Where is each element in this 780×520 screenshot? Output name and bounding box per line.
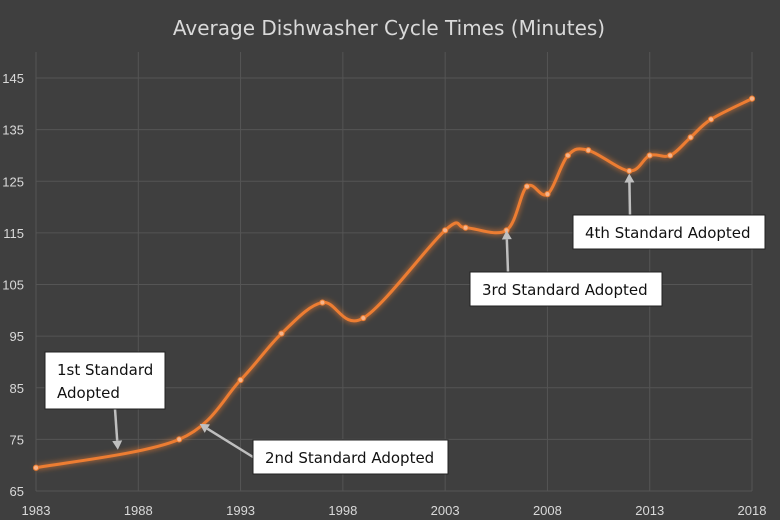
y-tick-label: 65: [10, 484, 24, 499]
annotation-box: [469, 271, 663, 307]
y-tick-label: 145: [2, 71, 24, 86]
annotation-3: 3rd Standard Adopted: [469, 230, 663, 307]
y-tick-label: 105: [2, 278, 24, 293]
series-layer: [32, 95, 756, 471]
annotations: 1st Standard Adopted 2nd Standard Adopted 3…: [44, 173, 766, 475]
data-point: [585, 147, 592, 154]
annotation-arrowhead: [624, 173, 635, 183]
data-point: [748, 95, 756, 102]
annotation-text: Adopted: [57, 384, 120, 402]
data-point: [278, 330, 285, 337]
x-axis-ticks: 1983 1988 1993 1998 2003 2008 2013 2018: [22, 503, 767, 518]
y-tick-label: 135: [2, 123, 24, 138]
annotation-text: 1st Standard: [57, 361, 153, 379]
annotation-text: 4th Standard Adopted: [585, 224, 751, 242]
x-tick-label: 2018: [738, 503, 767, 518]
annotation-2: 2nd Standard Adopted: [199, 423, 449, 475]
annotation-arrow: [628, 182, 632, 216]
data-point: [32, 464, 40, 471]
y-axis-ticks: 65 75 85 95 105 115 125 135 145: [2, 71, 24, 499]
annotation-box: [44, 351, 166, 410]
x-tick-label: 2003: [431, 503, 460, 518]
y-tick-label: 125: [2, 174, 24, 189]
annotation-text: 2nd Standard Adopted: [265, 449, 434, 467]
data-point: [564, 152, 571, 159]
annotation-box: [252, 439, 449, 475]
y-tick-label: 85: [10, 381, 24, 396]
x-tick-label: 1998: [328, 503, 357, 518]
y-tick-label: 115: [3, 226, 24, 241]
data-point: [442, 227, 449, 234]
data-point: [667, 152, 674, 159]
annotation-text: 3rd Standard Adopted: [482, 281, 648, 299]
annotation-arrowhead: [501, 230, 512, 240]
x-tick-label: 2013: [635, 503, 664, 518]
x-tick-label: 2008: [533, 503, 562, 518]
annotation-box: [572, 214, 766, 250]
data-point: [544, 191, 551, 198]
annotation-4: 4th Standard Adopted: [572, 173, 766, 250]
annotation-arrow: [113, 408, 119, 441]
data-point: [319, 299, 326, 306]
annotation-arrowhead: [112, 440, 123, 450]
data-point: [176, 436, 183, 443]
data-point: [707, 116, 715, 123]
data-point: [687, 134, 694, 141]
data-point: [462, 224, 469, 231]
annotation-arrowhead: [199, 423, 210, 433]
chart-title: Average Dishwasher Cycle Times (Minutes): [173, 16, 605, 40]
y-tick-label: 75: [10, 432, 24, 447]
y-tick-label: 95: [10, 329, 24, 344]
annotation-arrow: [505, 239, 510, 273]
annotation-arrow: [206, 427, 254, 459]
data-point: [523, 183, 531, 190]
x-tick-label: 1988: [124, 503, 153, 518]
x-tick-label: 1993: [226, 503, 255, 518]
data-point: [237, 376, 244, 384]
data-point: [626, 167, 633, 175]
x-tick-label: 1983: [22, 503, 51, 518]
data-point: [360, 314, 367, 322]
annotation-1: 1st Standard Adopted: [44, 351, 166, 450]
data-point: [646, 152, 653, 159]
